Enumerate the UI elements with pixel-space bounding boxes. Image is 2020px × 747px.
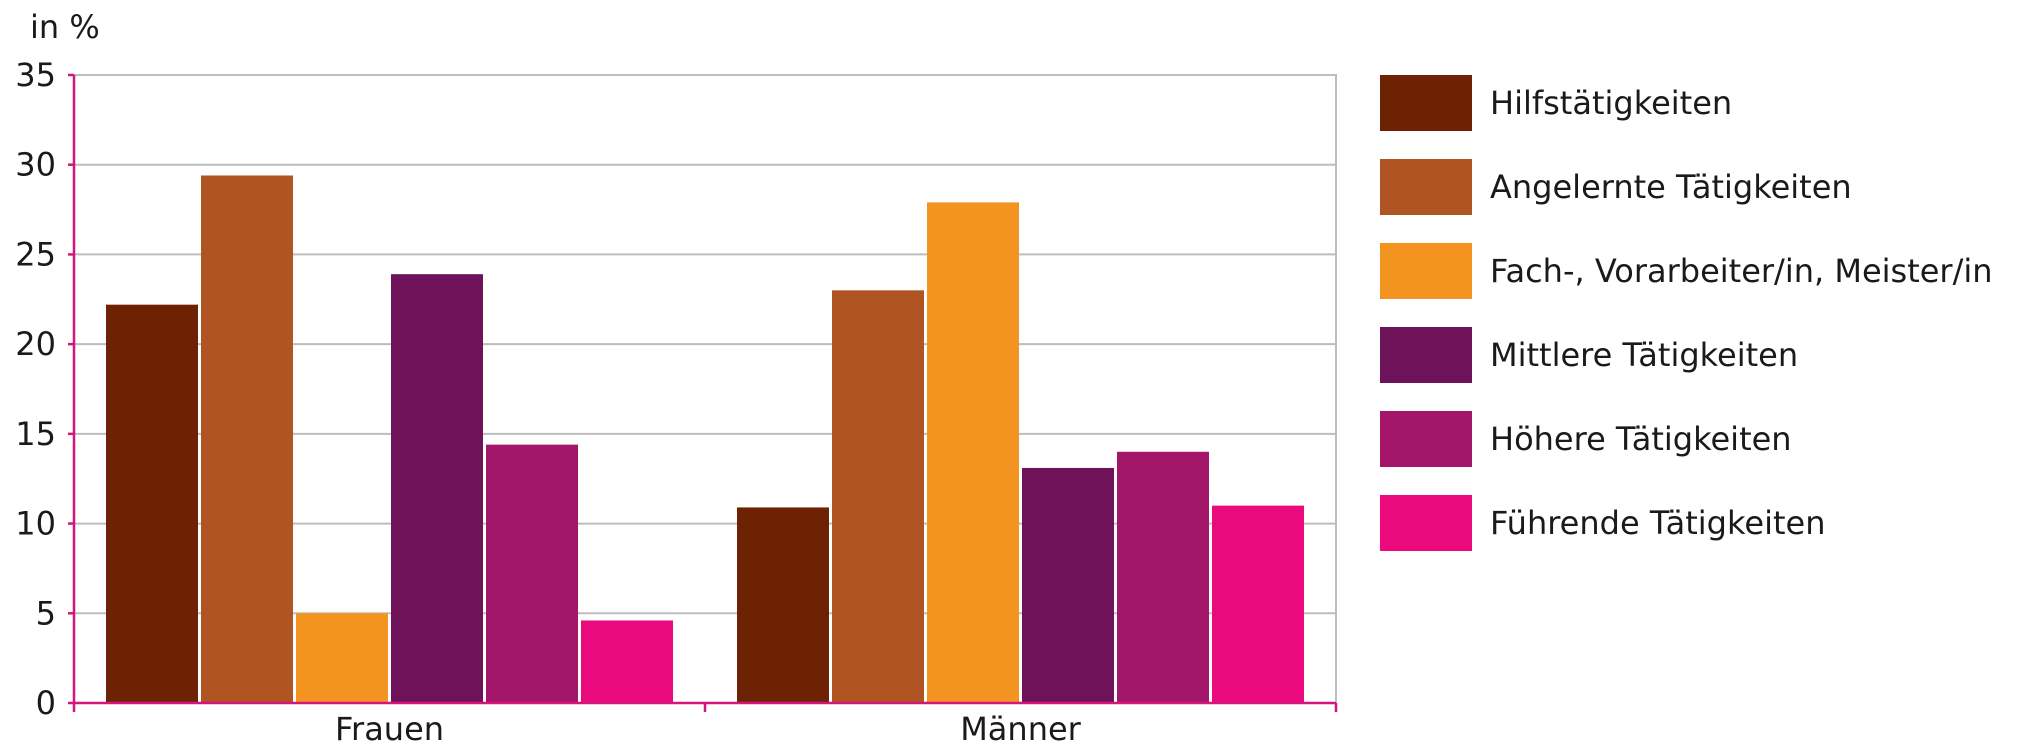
legend-label: Fach-, Vorarbeiter/in, Meister/in xyxy=(1490,252,1993,290)
bar xyxy=(927,202,1019,703)
legend-label: Mittlere Tätigkeiten xyxy=(1490,336,1798,374)
legend-label: Höhere Tätigkeiten xyxy=(1490,420,1792,458)
legend-swatch xyxy=(1380,327,1472,383)
bar xyxy=(832,290,924,703)
legend-swatch xyxy=(1380,75,1472,131)
legend-swatch xyxy=(1380,243,1472,299)
y-tick-label: 30 xyxy=(15,146,56,184)
legend-swatch xyxy=(1380,411,1472,467)
legend: Hilfstätigkeiten Angelernte Tätigkeiten Fa… xyxy=(1380,75,1993,551)
bar xyxy=(486,444,578,703)
y-unit-label: in % xyxy=(30,8,100,46)
bar xyxy=(296,613,388,703)
x-category-label: Frauen xyxy=(335,710,444,747)
x-category-label: Männer xyxy=(960,710,1081,747)
axes: 0 5 10 15 20 25 30 35 Frauen Männer xyxy=(15,56,1338,747)
bar xyxy=(1212,505,1304,703)
y-tick-label: 10 xyxy=(15,505,56,543)
y-tick-label: 15 xyxy=(15,415,56,453)
y-tick-label: 5 xyxy=(36,594,56,632)
bar xyxy=(737,507,829,703)
y-tick-label: 20 xyxy=(15,325,56,363)
y-tick-label: 35 xyxy=(15,56,56,94)
bar xyxy=(106,304,198,703)
bar xyxy=(201,175,293,704)
bar xyxy=(1117,451,1209,703)
legend-swatch xyxy=(1380,159,1472,215)
bars xyxy=(106,175,1304,704)
bar xyxy=(391,274,483,703)
y-tick-label: 25 xyxy=(15,235,56,273)
y-tick-label: 0 xyxy=(36,684,56,722)
legend-label: Führende Tätigkeiten xyxy=(1490,504,1825,542)
legend-label: Hilfstätigkeiten xyxy=(1490,84,1732,122)
bar xyxy=(1022,467,1114,703)
legend-label: Angelernte Tätigkeiten xyxy=(1490,168,1852,206)
bar xyxy=(581,620,673,703)
legend-swatch xyxy=(1380,495,1472,551)
